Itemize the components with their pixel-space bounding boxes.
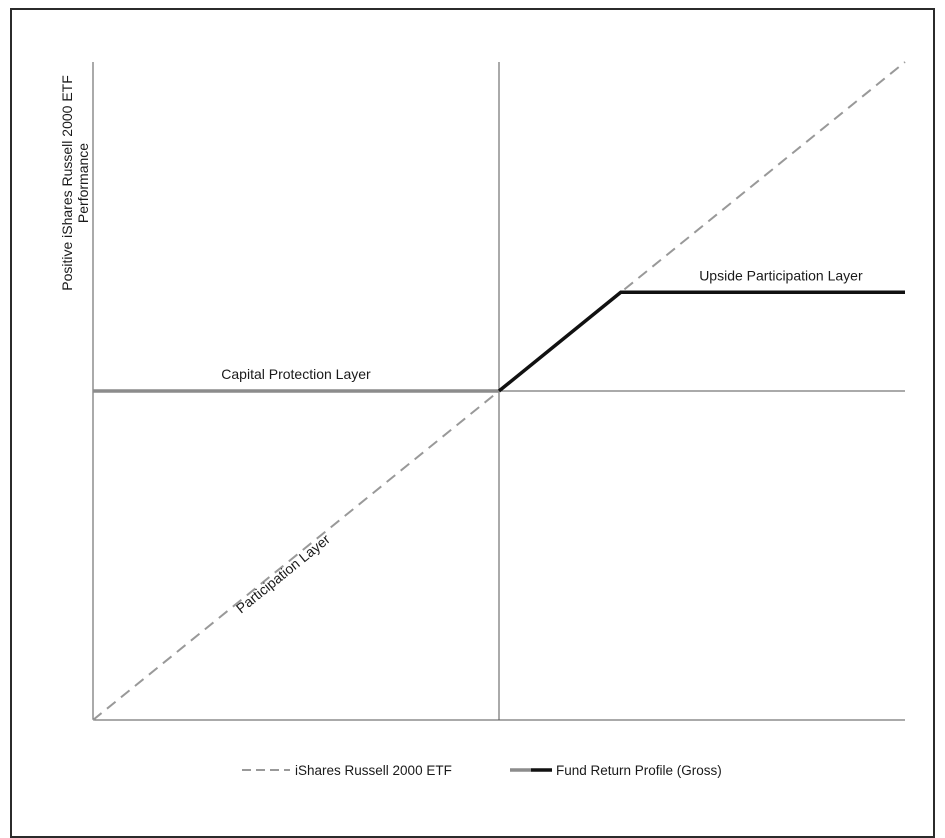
- legend-fund-label: Fund Return Profile (Gross): [556, 763, 722, 778]
- legend: iShares Russell 2000 ETF Fund Return Pro…: [242, 763, 722, 778]
- y-axis-label-line-1: Positive iShares Russell 2000 ETF: [59, 75, 75, 291]
- legend-etf-label: iShares Russell 2000 ETF: [295, 763, 452, 778]
- annotation-participation: Participation Layer: [233, 531, 333, 617]
- series-fund-return-line: [497, 290, 905, 393]
- chart-frame: [10, 8, 935, 838]
- annotation-upside-participation: Upside Participation Layer: [699, 267, 863, 283]
- y-axis-label-line-2: Performance: [75, 143, 91, 223]
- annotation-capital-protection: Capital Protection Layer: [221, 366, 371, 382]
